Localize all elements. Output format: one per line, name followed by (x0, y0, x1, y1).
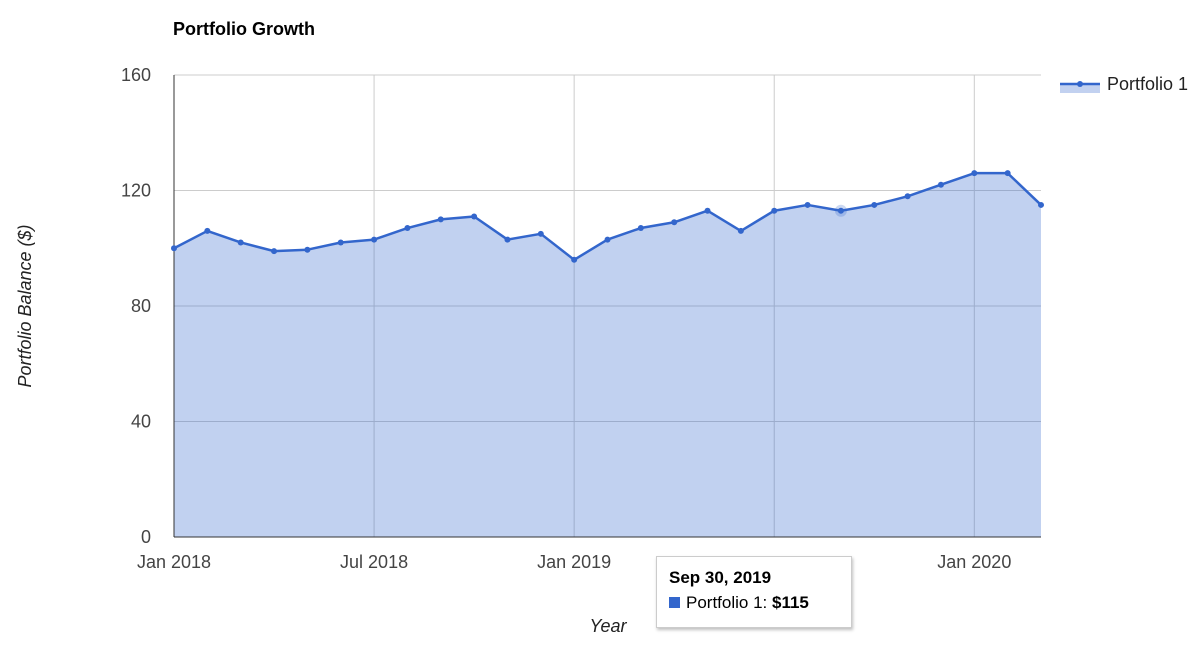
data-point[interactable] (771, 207, 778, 214)
data-point[interactable] (471, 213, 478, 220)
x-axis-label: Year (589, 616, 627, 636)
data-point[interactable] (637, 225, 644, 232)
data-point[interactable] (571, 256, 578, 263)
data-point[interactable] (437, 216, 444, 223)
data-point[interactable] (304, 246, 311, 253)
legend-area-swatch (1060, 84, 1100, 93)
data-point[interactable] (504, 236, 511, 243)
area-layer (174, 173, 1041, 538)
tooltip-series-swatch (669, 597, 680, 608)
x-tick-label: Jan 2020 (937, 552, 1011, 572)
y-tick-label: 120 (121, 181, 151, 201)
tooltip: Sep 30, 2019 Portfolio 1: $115 (656, 556, 852, 628)
x-tick-label: Jul 2018 (340, 552, 408, 572)
y-axis-label: Portfolio Balance ($) (15, 224, 35, 387)
data-point[interactable] (671, 219, 678, 226)
chart-title: Portfolio Growth (173, 19, 315, 39)
tooltip-series-label: Portfolio 1: (686, 593, 772, 612)
series-area (174, 173, 1041, 538)
data-point[interactable] (204, 227, 211, 234)
data-point[interactable] (971, 170, 978, 177)
legend[interactable]: Portfolio 1 (1060, 74, 1188, 94)
tooltip-date: Sep 30, 2019 (669, 568, 772, 587)
data-point[interactable] (871, 201, 878, 208)
data-point[interactable] (804, 201, 811, 208)
data-point[interactable] (737, 227, 744, 234)
data-point[interactable] (371, 236, 378, 243)
data-point[interactable] (237, 239, 244, 246)
data-point[interactable] (837, 207, 844, 214)
legend-label: Portfolio 1 (1107, 74, 1188, 94)
data-point[interactable] (904, 193, 911, 200)
data-point[interactable] (404, 225, 411, 232)
data-point[interactable] (1004, 170, 1011, 177)
data-point[interactable] (704, 207, 711, 214)
y-tick-label: 160 (121, 65, 151, 85)
x-tick-label: Jan 2018 (137, 552, 211, 572)
data-point[interactable] (537, 230, 544, 237)
data-points (171, 170, 1044, 263)
y-tick-label: 80 (131, 296, 151, 316)
data-point[interactable] (171, 245, 177, 252)
data-point[interactable] (604, 236, 611, 243)
tooltip-row: Portfolio 1: $115 (669, 591, 839, 615)
highlighted-point-halo (834, 204, 847, 217)
y-tick-labels: 0 40 80 120 160 (121, 65, 151, 547)
data-point[interactable] (337, 239, 344, 246)
x-tick-label: Jan 2019 (537, 552, 611, 572)
legend-point-swatch (1077, 81, 1083, 87)
data-point[interactable] (937, 181, 944, 188)
tooltip-value: $115 (772, 593, 809, 612)
y-tick-label: 0 (141, 527, 151, 547)
data-point[interactable] (1038, 201, 1044, 208)
x-tick-labels: Jan 2018 Jul 2018 Jan 2019 Jan 2020 (137, 552, 1011, 572)
data-point[interactable] (271, 248, 278, 255)
y-tick-label: 40 (131, 412, 151, 432)
